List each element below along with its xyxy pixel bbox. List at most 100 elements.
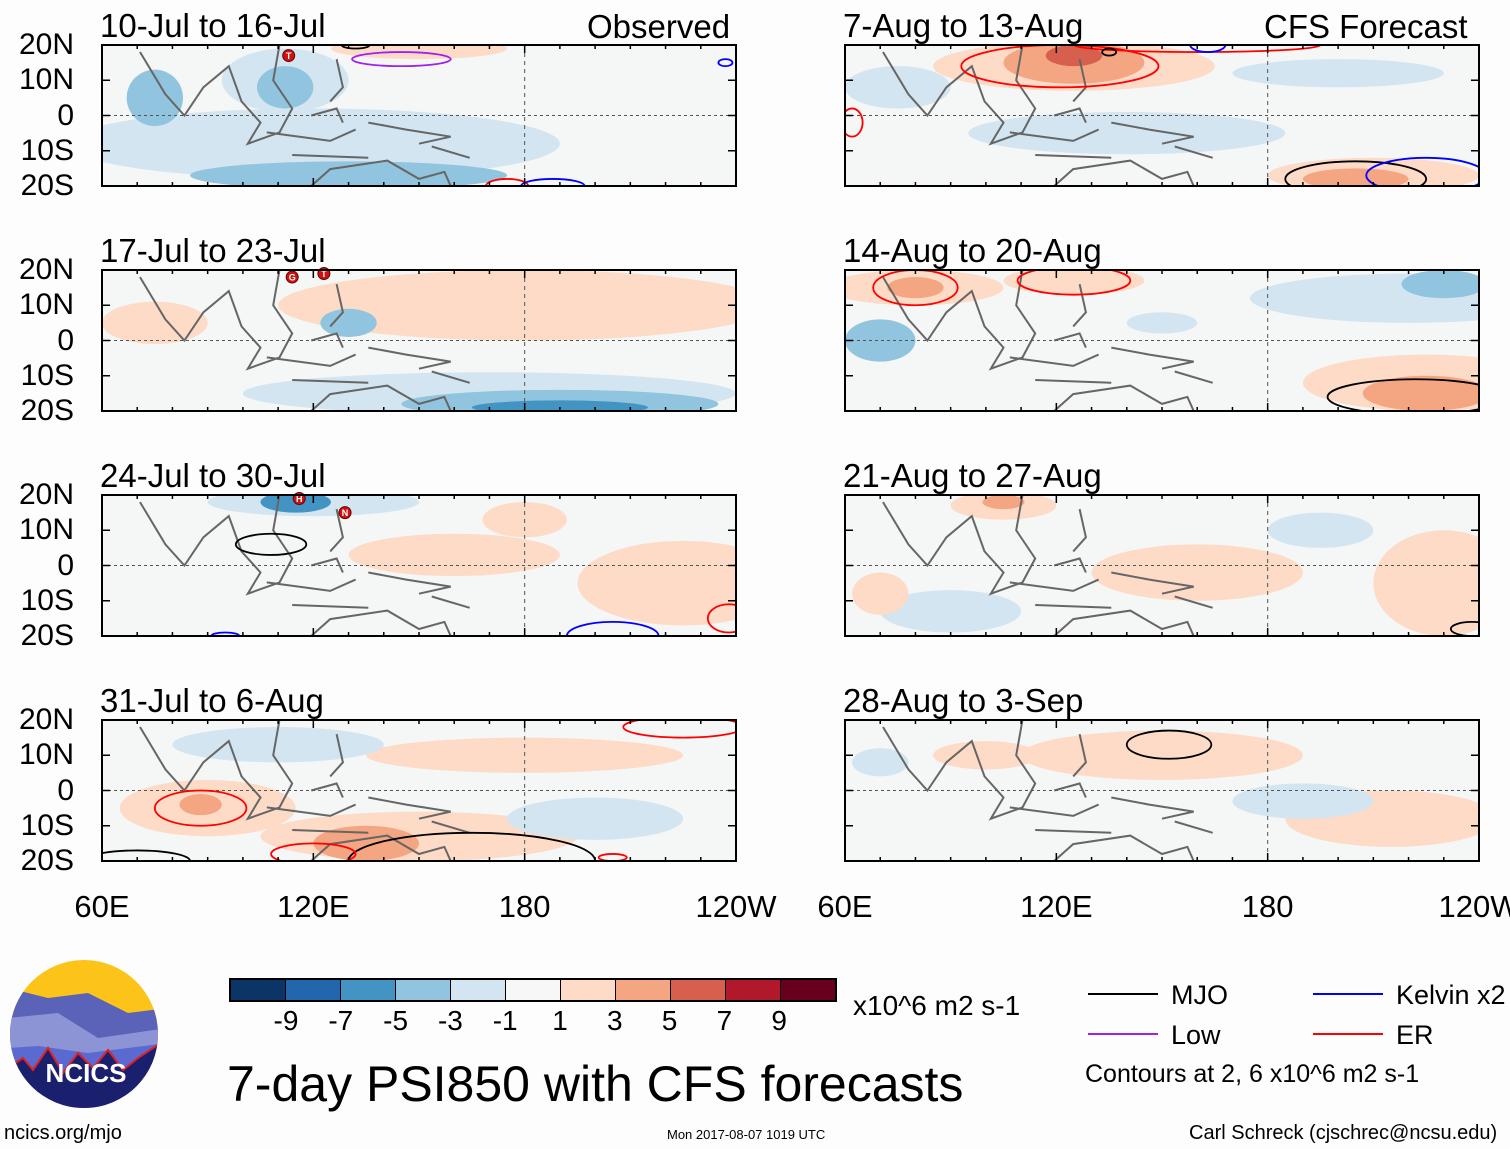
observed-label: Observed bbox=[587, 8, 731, 45]
anomaly-shading bbox=[102, 301, 208, 345]
er-contour bbox=[872, 270, 959, 307]
colorbar-swatch bbox=[396, 980, 451, 1000]
map-panel bbox=[844, 494, 1480, 637]
anomaly-shading bbox=[1091, 544, 1303, 601]
panel-title: 21-Aug to 27-Aug bbox=[843, 457, 1102, 494]
kelvin-contour bbox=[1365, 156, 1479, 186]
anomaly-shading bbox=[313, 825, 419, 861]
map-panel bbox=[101, 719, 737, 862]
mjo-contour bbox=[1125, 729, 1213, 760]
figure-title: 7-day PSI850 with CFS forecasts bbox=[227, 1056, 964, 1112]
lat-tick-label: 20N bbox=[18, 28, 74, 61]
forecast-label: CFS Forecast bbox=[1264, 8, 1468, 45]
map-panel bbox=[844, 269, 1480, 412]
panel-title: 28-Aug to 3-Sep bbox=[843, 682, 1084, 719]
anomaly-shading bbox=[172, 727, 384, 763]
er-contour bbox=[1016, 270, 1132, 296]
coastline bbox=[139, 720, 470, 861]
colorbar-swatch bbox=[231, 980, 286, 1000]
lon-tick-label: 120W bbox=[695, 889, 777, 924]
colorbar-tick-label: -3 bbox=[437, 1005, 463, 1036]
ncics-logo: NCICS bbox=[10, 960, 158, 1108]
colorbar bbox=[229, 978, 837, 1002]
map-panel bbox=[844, 719, 1480, 862]
legend-label: MJO bbox=[1171, 980, 1228, 1010]
lat-tick-label: 10S bbox=[20, 583, 74, 617]
coastline bbox=[139, 45, 470, 186]
colorbar-tick-label: 3 bbox=[607, 1005, 623, 1036]
panel-title: 10-Jul to 16-Jul bbox=[100, 7, 326, 44]
er-contour bbox=[845, 107, 864, 138]
colorbar-swatch bbox=[671, 980, 726, 1000]
low-contour bbox=[351, 51, 452, 68]
coastline bbox=[882, 270, 1213, 411]
lat-tick-label: 10N bbox=[18, 63, 74, 97]
er-contour bbox=[622, 720, 736, 739]
lat-tick-label: 10N bbox=[18, 738, 74, 772]
colorbar-swatch bbox=[506, 980, 561, 1000]
er-contour bbox=[960, 45, 1160, 89]
lat-tick-label: 0 bbox=[57, 98, 74, 132]
map-panel: T bbox=[101, 44, 737, 187]
colorbar-swatch bbox=[286, 980, 341, 1000]
anomaly-shading bbox=[1232, 59, 1444, 88]
colorbar-tick-label: -5 bbox=[383, 1005, 409, 1036]
anomaly-shading bbox=[1302, 168, 1409, 186]
lat-tick-label: 0 bbox=[57, 548, 74, 582]
lon-tick-label: 180 bbox=[1241, 889, 1294, 924]
legend-label: Low bbox=[1171, 1020, 1221, 1050]
lon-tick-label: 60E bbox=[817, 889, 873, 924]
colorbar-tick-label: -1 bbox=[492, 1005, 518, 1036]
anomaly-shading bbox=[880, 590, 1022, 633]
coastline bbox=[882, 45, 1213, 186]
map-panel: HN bbox=[101, 492, 737, 637]
author-credit: Carl Schreck (cjschrec@ncsu.edu) bbox=[1189, 1122, 1498, 1144]
anomaly-shading bbox=[845, 319, 916, 362]
colorbar-swatch bbox=[726, 980, 781, 1000]
anomaly-shading bbox=[1401, 270, 1479, 299]
anomaly-shading bbox=[1373, 530, 1479, 636]
anomaly-shading bbox=[1003, 270, 1145, 295]
anomaly-shading bbox=[845, 66, 951, 109]
lat-tick-label: 0 bbox=[57, 773, 74, 807]
anomaly-shading bbox=[1045, 45, 1103, 67]
er-contour bbox=[270, 842, 357, 861]
anomaly-shading bbox=[1126, 312, 1198, 334]
mjo-contour bbox=[1101, 47, 1118, 57]
lat-tick-label: 20S bbox=[20, 619, 74, 652]
lat-tick-label: 20N bbox=[18, 478, 74, 511]
mjo-contour bbox=[1326, 378, 1479, 411]
contour-note: Contours at 2, 6 x10^6 m2 s-1 bbox=[1085, 1060, 1420, 1088]
lat-tick-label: 20N bbox=[18, 253, 74, 286]
lat-tick-label: 20S bbox=[20, 394, 74, 427]
anomaly-shading bbox=[887, 277, 944, 299]
colorbar-tick-label: 1 bbox=[552, 1005, 568, 1036]
lon-tick-label: 120E bbox=[277, 889, 350, 924]
colorbar-swatch bbox=[781, 980, 835, 1000]
er-contour bbox=[153, 789, 248, 827]
coastline bbox=[882, 720, 1213, 861]
website-link[interactable]: ncics.org/mjo bbox=[4, 1122, 122, 1144]
lat-tick-label: 10S bbox=[20, 808, 74, 842]
anomaly-shading bbox=[507, 797, 684, 840]
timestamp: Mon 2017-08-07 1019 UTC bbox=[667, 1127, 826, 1142]
anomaly-shading bbox=[126, 69, 184, 127]
anomaly-shading bbox=[320, 308, 377, 337]
colorbar-tick-label: -9 bbox=[273, 1005, 299, 1036]
coastline bbox=[139, 270, 470, 411]
lat-tick-label: 20S bbox=[20, 844, 74, 877]
colorbar-swatch bbox=[561, 980, 616, 1000]
legend-line-mjo bbox=[1088, 993, 1158, 995]
colorbar-swatch bbox=[341, 980, 396, 1000]
colorbar-tick-label: 5 bbox=[661, 1005, 678, 1036]
lon-tick-label: 180 bbox=[498, 889, 551, 924]
anomaly-shading bbox=[1362, 375, 1479, 411]
anomaly-shading bbox=[1021, 730, 1303, 780]
anomaly-shading bbox=[968, 111, 1286, 155]
lon-tick-label: 60E bbox=[74, 889, 130, 924]
tropical-cyclone-icon: T bbox=[282, 49, 296, 63]
kelvin-contour bbox=[566, 621, 660, 636]
colorbar-units: x10^6 m2 s-1 bbox=[853, 990, 1021, 1021]
